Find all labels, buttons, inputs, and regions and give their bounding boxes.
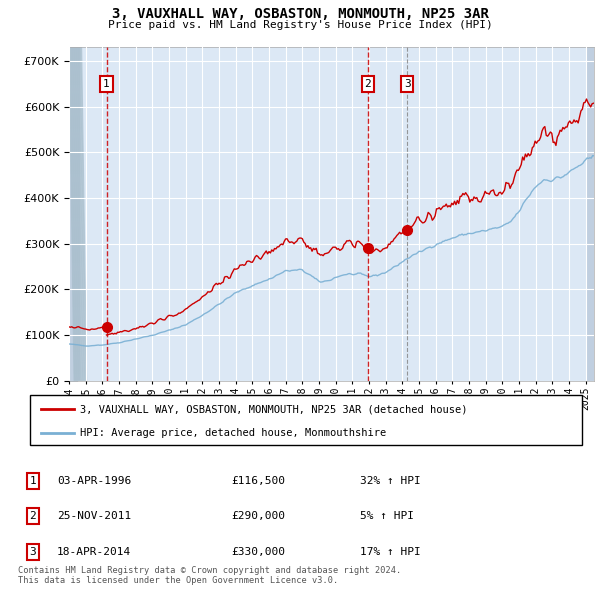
Text: 2: 2 bbox=[29, 512, 37, 521]
Text: HPI: Average price, detached house, Monmouthshire: HPI: Average price, detached house, Monm… bbox=[80, 428, 386, 438]
Text: 3, VAUXHALL WAY, OSBASTON, MONMOUTH, NP25 3AR: 3, VAUXHALL WAY, OSBASTON, MONMOUTH, NP2… bbox=[112, 7, 488, 21]
Text: 3, VAUXHALL WAY, OSBASTON, MONMOUTH, NP25 3AR (detached house): 3, VAUXHALL WAY, OSBASTON, MONMOUTH, NP2… bbox=[80, 404, 467, 414]
Text: 1: 1 bbox=[103, 79, 110, 89]
Text: £330,000: £330,000 bbox=[231, 547, 285, 556]
Text: 3: 3 bbox=[404, 79, 411, 89]
Text: This data is licensed under the Open Government Licence v3.0.: This data is licensed under the Open Gov… bbox=[18, 576, 338, 585]
Text: 25-NOV-2011: 25-NOV-2011 bbox=[57, 512, 131, 521]
Text: 32% ↑ HPI: 32% ↑ HPI bbox=[360, 476, 421, 486]
Text: 5% ↑ HPI: 5% ↑ HPI bbox=[360, 512, 414, 521]
Text: £290,000: £290,000 bbox=[231, 512, 285, 521]
Text: Contains HM Land Registry data © Crown copyright and database right 2024.: Contains HM Land Registry data © Crown c… bbox=[18, 566, 401, 575]
Text: 1: 1 bbox=[29, 476, 37, 486]
Bar bbox=[587, 47, 594, 381]
Text: 3: 3 bbox=[29, 547, 37, 556]
Text: 18-APR-2014: 18-APR-2014 bbox=[57, 547, 131, 556]
Text: £116,500: £116,500 bbox=[231, 476, 285, 486]
Text: Price paid vs. HM Land Registry's House Price Index (HPI): Price paid vs. HM Land Registry's House … bbox=[107, 20, 493, 30]
Text: 03-APR-1996: 03-APR-1996 bbox=[57, 476, 131, 486]
Text: 17% ↑ HPI: 17% ↑ HPI bbox=[360, 547, 421, 556]
Bar bbox=[69, 47, 79, 381]
Text: 2: 2 bbox=[364, 79, 371, 89]
